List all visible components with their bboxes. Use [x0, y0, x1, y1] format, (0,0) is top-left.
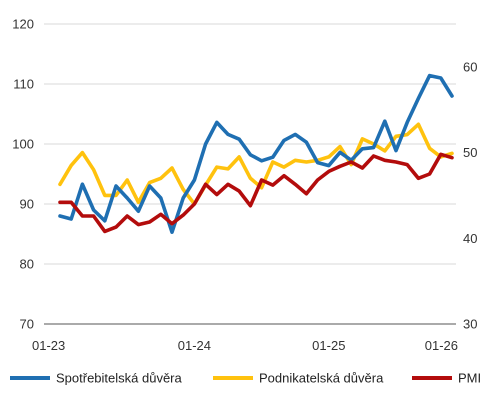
y-right-tick-label: 50 — [463, 145, 477, 160]
x-tick-labels: 01-23 01-24 01-25 01-26 — [32, 338, 458, 353]
y-left-tick-label: 70 — [20, 317, 34, 332]
y-right-tick-label: 30 — [463, 317, 477, 332]
series-line-podnikatelska-duvera — [58, 122, 454, 206]
y-right-tick-label: 40 — [463, 231, 477, 246]
series-line-pmi — [58, 152, 454, 234]
y-left-tick-label: 110 — [13, 77, 34, 92]
legend-item-spotrebitelska-duvera: Spotřebitelská důvěra — [10, 371, 183, 386]
legend-item-pmi: PMI — [412, 371, 481, 386]
y-left-tick-label: 90 — [20, 197, 34, 212]
legend: Spotřebitelská důvěra Podnikatelská důvěr… — [10, 371, 481, 386]
y-left-tick-label: 80 — [20, 257, 34, 272]
legend-label: PMI — [458, 371, 481, 386]
series-lines — [58, 73, 454, 234]
legend-item-podnikatelska-duvera: Podnikatelská důvěra — [213, 371, 384, 386]
series-line-spotrebitelska-duvera — [58, 73, 454, 234]
y-right-tick-label: 60 — [463, 59, 477, 74]
y-left-tick-label: 100 — [12, 137, 34, 152]
legend-label: Spotřebitelská důvěra — [56, 371, 183, 386]
x-tick-label: 01-23 — [32, 338, 65, 353]
y-right-tick-labels: 30 40 50 60 — [463, 59, 477, 331]
y-left-tick-label: 120 — [12, 17, 34, 32]
x-tick-label: 01-25 — [312, 338, 345, 353]
x-tick-label: 01-26 — [425, 338, 458, 353]
y-left-tick-labels: 70 80 90 100 110 120 — [12, 17, 34, 332]
x-tick-label: 01-24 — [178, 338, 211, 353]
legend-label: Podnikatelská důvěra — [259, 371, 384, 386]
gridlines — [44, 23, 456, 265]
